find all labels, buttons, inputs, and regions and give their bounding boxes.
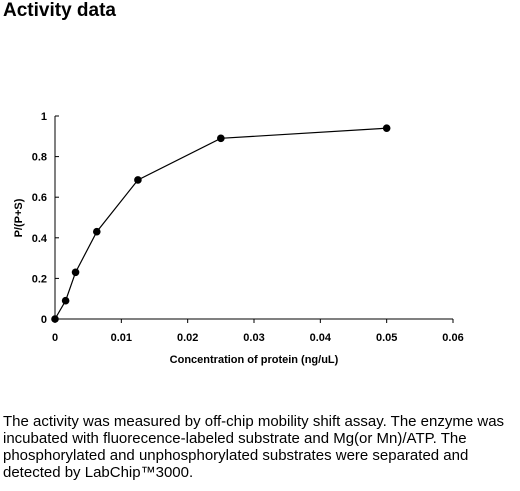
x-tick-label: 0.02 bbox=[177, 332, 198, 344]
x-tick-label: 0.04 bbox=[310, 332, 332, 344]
series-line bbox=[54, 127, 387, 320]
x-tick-label: 0.05 bbox=[376, 332, 397, 344]
data-point bbox=[382, 124, 391, 132]
y-tick-label: 0.2 bbox=[32, 273, 47, 285]
x-tick-label: 0.01 bbox=[111, 332, 132, 344]
y-ticks: 0 0.2 0.4 0.6 0.8 1 bbox=[32, 111, 59, 326]
page-heading: Activity data bbox=[3, 0, 116, 21]
y-tick-label: 0 bbox=[41, 314, 47, 326]
y-axis: 0 0.2 0.4 0.6 0.8 1 bbox=[32, 111, 59, 326]
x-axis-label: Concentration of protein (ng/uL) bbox=[170, 354, 339, 366]
y-axis-label: P/(P+S) bbox=[13, 198, 25, 237]
x-tick-label: 0.03 bbox=[243, 332, 264, 344]
assay-description: The activity was measured by off-chip mo… bbox=[3, 413, 505, 481]
data-point bbox=[134, 176, 142, 184]
data-point bbox=[61, 296, 70, 305]
y-tick-label: 1 bbox=[41, 111, 47, 123]
data-point bbox=[217, 134, 225, 143]
data-point bbox=[51, 315, 59, 323]
x-tick-label: 0.06 bbox=[442, 332, 463, 344]
x-ticks: 0 0.01 0.02 0.03 0.04 0.05 0.06 bbox=[52, 319, 464, 344]
data-point bbox=[92, 227, 101, 236]
x-tick-label: 0 bbox=[52, 332, 58, 344]
y-tick-label: 0.4 bbox=[32, 233, 48, 245]
plot-series bbox=[51, 124, 391, 323]
data-point bbox=[71, 268, 80, 277]
y-tick-label: 0.8 bbox=[32, 152, 47, 164]
y-tick-label: 0.6 bbox=[32, 192, 47, 204]
activity-chart: 0 0.2 0.4 0.6 0.8 1 0 0.01 0.02 0.03 0.04 0.05 0.06… bbox=[13, 111, 464, 366]
x-axis: 0 0.01 0.02 0.03 0.04 0.05 0.06 bbox=[52, 318, 464, 344]
